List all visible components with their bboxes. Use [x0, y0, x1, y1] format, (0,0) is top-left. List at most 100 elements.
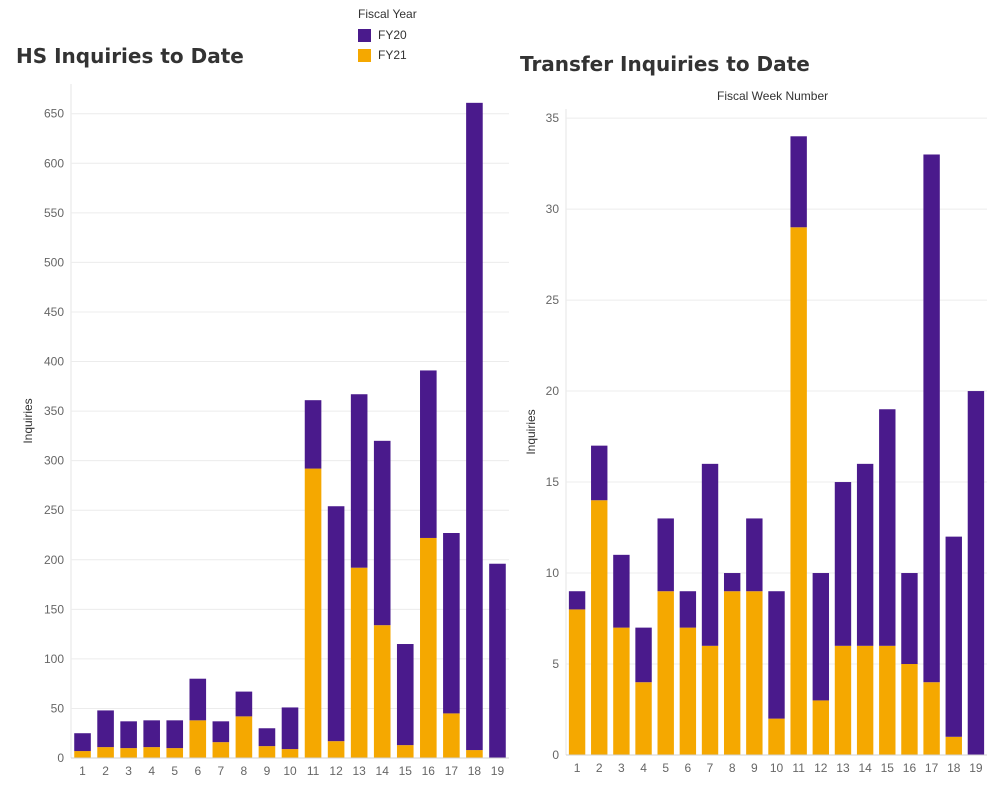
hs-bar-fy21-week-1[interactable]: [74, 751, 91, 758]
transfer-x-tick-label: 13: [836, 761, 850, 775]
transfer-bar-fy20-week-18[interactable]: [945, 536, 962, 737]
hs-y-tick-label: 400: [44, 355, 64, 369]
transfer-bar-fy21-week-2[interactable]: [591, 500, 608, 755]
hs-x-tick-label: 17: [445, 764, 459, 778]
transfer-y-axis-title: Inquiries: [524, 409, 538, 454]
transfer-bar-fy20-week-16[interactable]: [901, 573, 918, 665]
hs-bar-fy21-week-6[interactable]: [189, 720, 207, 758]
transfer-bar-fy20-week-13[interactable]: [834, 482, 852, 646]
hs-bar-fy20-week-3[interactable]: [120, 721, 137, 749]
hs-bar-fy20-week-16[interactable]: [420, 370, 437, 538]
hs-bar-fy21-week-4[interactable]: [143, 747, 160, 758]
transfer-bar-fy20-week-11[interactable]: [790, 136, 807, 228]
transfer-bar-fy21-week-12[interactable]: [812, 700, 830, 755]
transfer-bar-fy20-week-17[interactable]: [923, 154, 940, 683]
hs-bar-fy21-week-13[interactable]: [350, 567, 368, 758]
transfer-bar-fy20-week-7[interactable]: [701, 463, 719, 646]
hs-y-tick-label: 200: [44, 553, 64, 567]
hs-bar-fy21-week-14[interactable]: [373, 625, 391, 758]
transfer-bar-fy20-week-6[interactable]: [679, 591, 697, 628]
hs-bar-fy21-week-9[interactable]: [258, 746, 276, 758]
transfer-bar-fy21-week-16[interactable]: [901, 664, 918, 755]
transfer-bar-fy21-week-1[interactable]: [568, 609, 586, 755]
transfer-x-tick-label: 10: [770, 761, 784, 775]
hs-bar-fy20-week-13[interactable]: [350, 394, 368, 568]
hs-bar-fy20-week-1[interactable]: [74, 733, 91, 752]
transfer-x-tick-label: 17: [925, 761, 939, 775]
hs-bar-fy21-week-7[interactable]: [212, 742, 230, 758]
hs-bar-fy21-week-16[interactable]: [420, 537, 437, 758]
hs-bar-fy21-week-8[interactable]: [235, 716, 253, 758]
transfer-bar-fy20-week-8[interactable]: [723, 573, 741, 592]
transfer-bar-fy20-week-10[interactable]: [768, 591, 785, 719]
transfer-bar-fy20-week-12[interactable]: [812, 573, 830, 701]
hs-bar-fy21-week-15[interactable]: [396, 745, 414, 758]
hs-bar-fy21-week-3[interactable]: [120, 748, 137, 758]
hs-bar-fy20-week-4[interactable]: [143, 720, 160, 748]
transfer-bar-fy20-week-9[interactable]: [746, 518, 763, 592]
hs-y-tick-label: 600: [44, 156, 64, 170]
transfer-x-tick-label: 4: [640, 761, 647, 775]
hs-bar-fy21-week-18[interactable]: [466, 750, 483, 758]
hs-x-tick-label: 13: [352, 764, 366, 778]
transfer-bar-fy20-week-5[interactable]: [657, 518, 674, 592]
hs-x-tick-label: 7: [217, 764, 224, 778]
transfer-bar-fy20-week-19[interactable]: [967, 391, 985, 755]
hs-bar-fy20-week-15[interactable]: [396, 644, 414, 746]
hs-bar-fy20-week-18[interactable]: [466, 102, 483, 751]
transfer-x-tick-label: 9: [751, 761, 758, 775]
transfer-bar-fy20-week-1[interactable]: [568, 591, 586, 610]
transfer-bar-fy21-week-3[interactable]: [613, 627, 630, 755]
transfer-bar-fy21-week-10[interactable]: [768, 718, 785, 755]
hs-bar-fy20-week-6[interactable]: [189, 678, 207, 721]
hs-x-tick-label: 16: [422, 764, 436, 778]
transfer-bar-fy21-week-8[interactable]: [723, 591, 741, 755]
transfer-x-tick-label: 2: [596, 761, 603, 775]
hs-x-tick-label: 6: [194, 764, 201, 778]
transfer-bar-fy21-week-6[interactable]: [679, 627, 697, 755]
hs-bar-fy20-week-19[interactable]: [489, 563, 506, 758]
transfer-bar-fy20-week-15[interactable]: [879, 409, 896, 646]
hs-bar-fy20-week-9[interactable]: [258, 728, 276, 747]
hs-bar-fy20-week-12[interactable]: [327, 506, 345, 742]
hs-bar-fy20-week-10[interactable]: [281, 707, 299, 750]
hs-y-axis-title: Inquiries: [21, 398, 35, 443]
transfer-bar-fy21-week-5[interactable]: [657, 591, 674, 755]
hs-bar-fy20-week-17[interactable]: [443, 533, 460, 714]
hs-bar-fy21-week-10[interactable]: [281, 749, 299, 758]
hs-bar-fy21-week-5[interactable]: [166, 748, 184, 758]
legend-item-fy21[interactable]: FY21: [358, 45, 417, 65]
hs-x-tick-label: 15: [399, 764, 413, 778]
hs-x-tick-label: 12: [329, 764, 343, 778]
hs-bar-fy20-week-5[interactable]: [166, 720, 184, 749]
transfer-bar-fy20-week-3[interactable]: [613, 554, 630, 628]
transfer-bar-fy21-week-14[interactable]: [856, 645, 874, 755]
hs-bar-fy21-week-11[interactable]: [304, 468, 322, 758]
transfer-bar-fy21-week-13[interactable]: [834, 645, 852, 755]
transfer-bar-fy20-week-14[interactable]: [856, 463, 874, 646]
hs-bar-fy20-week-8[interactable]: [235, 691, 253, 717]
hs-bar-fy21-week-12[interactable]: [327, 741, 345, 758]
transfer-bar-fy21-week-11[interactable]: [790, 227, 807, 756]
transfer-y-tick-label: 30: [546, 202, 560, 216]
hs-bar-fy20-week-7[interactable]: [212, 721, 230, 743]
transfer-y-tick-label: 0: [552, 748, 559, 762]
transfer-bar-fy21-week-18[interactable]: [945, 736, 962, 755]
transfer-bar-fy20-week-4[interactable]: [635, 627, 652, 683]
transfer-bar-fy21-week-9[interactable]: [746, 591, 763, 755]
hs-bar-fy21-week-2[interactable]: [97, 747, 114, 758]
transfer-bar-fy21-week-17[interactable]: [923, 682, 940, 755]
hs-y-tick-label: 250: [44, 503, 64, 517]
legend-item-fy20[interactable]: FY20: [358, 25, 417, 45]
hs-bar-fy20-week-2[interactable]: [97, 710, 114, 748]
hs-bar-fy21-week-17[interactable]: [443, 713, 460, 758]
transfer-bar-fy21-week-7[interactable]: [701, 645, 719, 755]
transfer-bar-fy21-week-4[interactable]: [635, 682, 652, 755]
transfer-bar-fy20-week-2[interactable]: [591, 445, 608, 501]
hs-y-tick-label: 350: [44, 404, 64, 418]
hs-x-tick-label: 18: [468, 764, 482, 778]
hs-bar-fy20-week-11[interactable]: [304, 400, 322, 469]
transfer-bar-fy21-week-15[interactable]: [879, 645, 896, 755]
transfer-x-tick-label: 11: [792, 761, 805, 775]
hs-bar-fy20-week-14[interactable]: [373, 440, 391, 626]
